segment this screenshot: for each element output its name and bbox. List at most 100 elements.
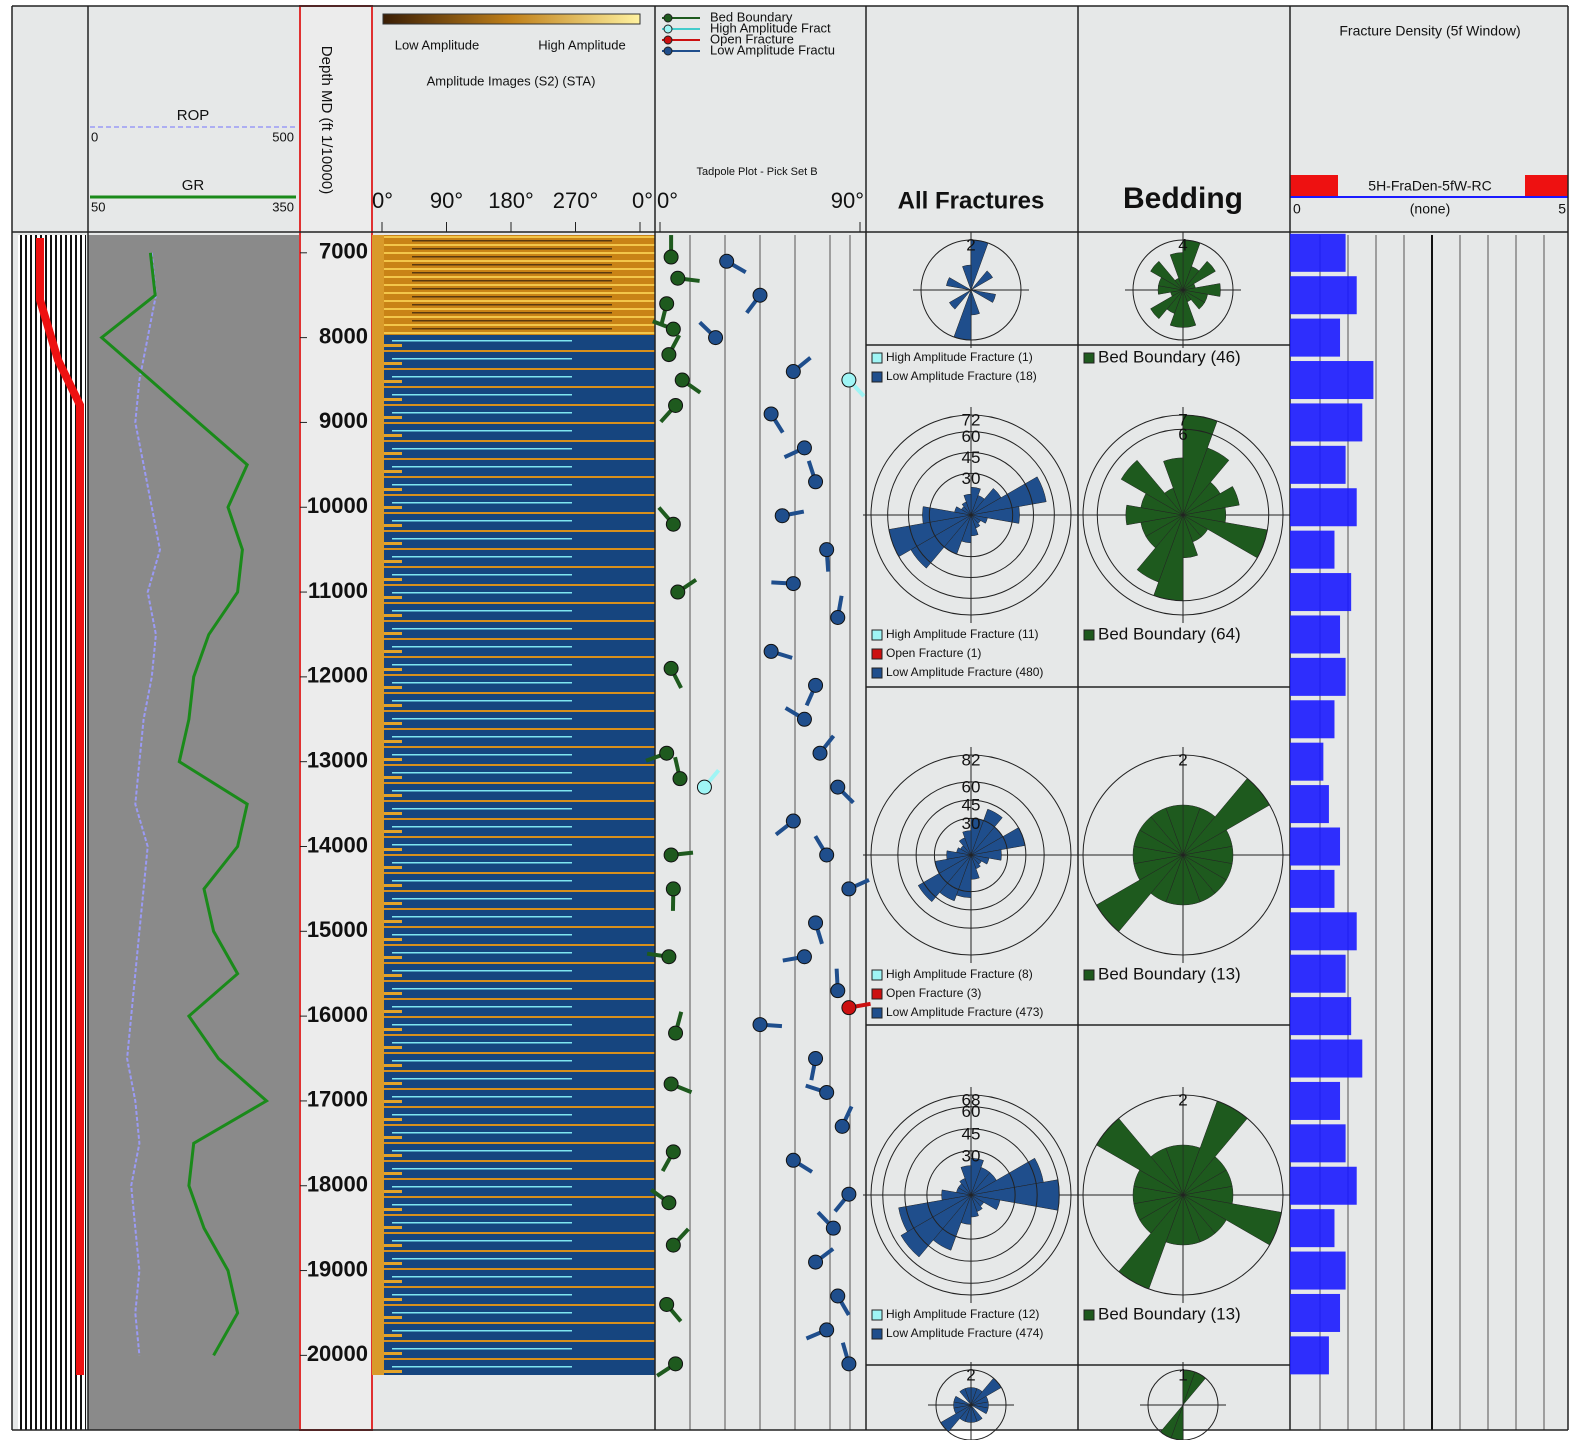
tadpole-head	[785, 813, 801, 829]
legend-marker	[663, 13, 673, 23]
tadpole-head	[668, 1356, 684, 1372]
rose-ring	[1082, 414, 1284, 616]
tadpole	[674, 372, 702, 395]
bedding-title: Bedding	[1123, 182, 1243, 215]
rose-petal	[963, 493, 972, 516]
legend-marker	[663, 46, 673, 56]
tadpole	[652, 319, 681, 337]
tadpole	[668, 1011, 684, 1041]
tadpole	[665, 1227, 690, 1253]
density-bar	[1290, 997, 1352, 1036]
rose-petal	[1165, 1144, 1184, 1196]
depth-tick-label: 11000	[308, 578, 368, 603]
depth-tick-label: 8000	[319, 323, 368, 348]
tadpole-head	[825, 1220, 841, 1236]
tadpole-head	[752, 1017, 768, 1033]
tadpole	[774, 813, 801, 837]
rose-petal	[953, 1395, 972, 1406]
tadpole-head	[659, 745, 675, 761]
rose-ring	[897, 781, 1045, 929]
rose-ring-label: 2	[1178, 750, 1187, 769]
rose-ring	[1147, 1369, 1219, 1440]
legend-label: Bed Boundary (13)	[1098, 964, 1241, 983]
tadpole-head	[830, 983, 846, 999]
tadpole	[808, 915, 824, 945]
gr-track-body	[88, 235, 300, 1430]
curve-tick-label: 0	[91, 129, 98, 144]
rose-ring	[870, 414, 1072, 616]
tadpole-head	[670, 584, 686, 600]
tadpole	[813, 835, 835, 863]
tadpole-head	[774, 508, 790, 524]
rose-petal	[949, 289, 972, 310]
legend-swatch	[871, 1309, 883, 1321]
tadpole	[649, 1188, 677, 1211]
low-amplitude-label: Low Amplitude	[395, 37, 480, 52]
rose-petal	[962, 264, 972, 291]
density-bar	[1290, 785, 1329, 824]
track0-body	[18, 235, 86, 1430]
rose-petal	[970, 849, 1002, 861]
rose-petal	[970, 808, 1003, 856]
tadpole-head	[672, 771, 688, 787]
rose-petal	[922, 506, 972, 524]
tadpole-head	[819, 1084, 835, 1100]
rose-ring	[915, 799, 1027, 911]
rose-ring	[926, 1150, 1016, 1240]
tadpole-head	[796, 711, 812, 727]
tadpole	[659, 296, 675, 326]
curve-name: GR	[182, 177, 205, 194]
density-bar	[1290, 361, 1374, 400]
tadpole	[808, 1051, 824, 1081]
density-name: 5H-FraDen-5fW-RC	[1368, 178, 1491, 194]
tadpole-head	[719, 253, 735, 269]
image-title: Amplitude Images (S2) (STA)	[427, 73, 596, 88]
rose-ring	[887, 431, 1055, 599]
tadpole	[841, 372, 866, 398]
tadpole-head	[670, 270, 686, 286]
legend-swatch	[871, 969, 883, 981]
rose-ring	[908, 452, 1034, 578]
tadpole-head	[808, 915, 824, 931]
density-unit: (none)	[1410, 201, 1450, 217]
density-bar	[1290, 233, 1346, 272]
density-bar	[1290, 1293, 1341, 1332]
rose-ring-label: 4	[1178, 235, 1187, 254]
tadpole	[719, 253, 747, 275]
density-bar	[1290, 403, 1363, 442]
tadpole-head	[665, 881, 681, 897]
tadpole	[784, 706, 812, 727]
density-bar	[1290, 700, 1335, 739]
tadpole-tick-label: 0°	[657, 188, 678, 213]
tadpole	[808, 1247, 835, 1270]
tadpole-head	[785, 1152, 801, 1168]
tadpole-head	[808, 677, 824, 693]
density-bar	[1290, 827, 1341, 866]
tadpole	[783, 440, 812, 459]
tadpole-head	[665, 1144, 681, 1160]
rose-petal	[1165, 804, 1184, 856]
legend-label: High Amplitude Fracture (1)	[886, 350, 1033, 364]
legend-label: Bed Boundary (46)	[1098, 347, 1241, 366]
tadpole-head	[708, 330, 724, 346]
legend-swatch	[871, 1328, 883, 1340]
legend-label: Bed Boundary (64)	[1098, 624, 1241, 643]
density-bar	[1290, 573, 1352, 612]
rose-petal	[970, 1404, 989, 1415]
rose-petal	[964, 1387, 972, 1406]
density-header-bar	[1290, 175, 1338, 197]
tadpole	[645, 745, 675, 763]
tadpole-head	[752, 287, 768, 303]
depth-tick-label: 7000	[319, 239, 368, 264]
tadpole	[841, 1000, 871, 1016]
depth-tick-label: 16000	[307, 1002, 368, 1027]
legend-marker	[663, 24, 673, 34]
density-bar	[1290, 1336, 1329, 1375]
rose-ring-label: 60	[962, 1102, 981, 1121]
tadpole	[830, 595, 846, 626]
rose-ring	[870, 1094, 1072, 1296]
rose-ring-label: 60	[962, 427, 981, 446]
tadpole-head	[661, 1195, 677, 1211]
rose-ring-label: 2	[966, 235, 975, 254]
tadpole	[672, 756, 688, 787]
